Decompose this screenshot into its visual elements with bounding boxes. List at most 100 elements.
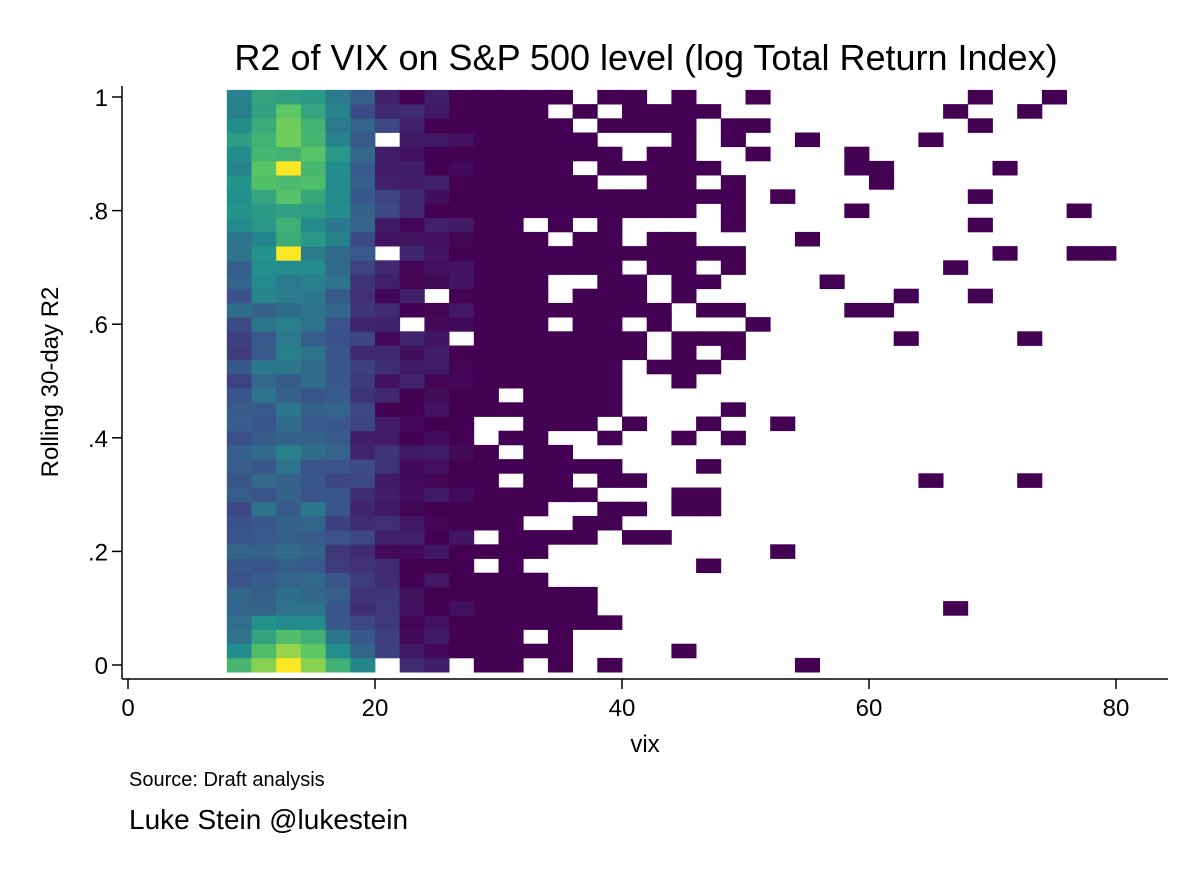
heatmap-cell <box>399 643 425 659</box>
heatmap-cell <box>399 160 425 176</box>
heatmap-cell <box>449 643 475 659</box>
heatmap-cell <box>251 217 277 233</box>
heatmap-cells <box>226 89 1117 673</box>
heatmap-cell <box>449 231 475 247</box>
heatmap-cell <box>350 132 376 148</box>
y-tick-label: 1 <box>95 85 108 112</box>
heatmap-cell <box>498 345 524 361</box>
heatmap-cell <box>473 572 499 588</box>
heatmap-cell <box>424 217 450 233</box>
heatmap-cell <box>325 473 351 488</box>
heatmap-cell <box>424 231 450 247</box>
heatmap-cell <box>597 260 623 275</box>
heatmap-cell <box>251 444 277 460</box>
heatmap-cell <box>325 444 351 460</box>
heatmap-cell <box>350 402 376 417</box>
heatmap-cell <box>498 586 524 602</box>
heatmap-cell <box>226 629 252 645</box>
heatmap-cell <box>720 118 746 133</box>
heatmap-cell <box>226 189 252 204</box>
heatmap-cell <box>350 615 376 630</box>
heatmap-cell <box>300 473 326 488</box>
heatmap-cell <box>251 459 277 474</box>
heatmap-cell <box>399 615 425 630</box>
heatmap-cell <box>498 146 524 162</box>
heatmap-cell <box>325 160 351 176</box>
heatmap-cell <box>547 586 573 602</box>
heatmap-cell <box>597 331 623 346</box>
heatmap-cell <box>646 118 672 133</box>
heatmap-cell <box>399 601 425 616</box>
heatmap-cell <box>498 132 524 148</box>
heatmap-cell <box>226 416 252 432</box>
heatmap-cell <box>671 345 697 361</box>
heatmap-cell <box>671 373 697 389</box>
heatmap-cell <box>547 345 573 361</box>
heatmap-cell <box>646 189 672 204</box>
heatmap-cell <box>597 459 623 474</box>
heatmap-cell <box>473 345 499 361</box>
heatmap-cell <box>473 586 499 602</box>
heatmap-cell <box>300 317 326 332</box>
heatmap-cell <box>325 217 351 233</box>
heatmap-cell <box>399 657 425 673</box>
heatmap-cell <box>424 89 450 105</box>
heatmap-cell <box>300 586 326 602</box>
heatmap-cell <box>473 246 499 261</box>
heatmap-cell <box>473 544 499 559</box>
heatmap-cell <box>424 345 450 361</box>
heatmap-cell <box>597 388 623 403</box>
heatmap-cell <box>424 373 450 389</box>
heatmap-cell <box>646 231 672 247</box>
heatmap-cell <box>622 246 648 261</box>
heatmap-cell <box>720 189 746 204</box>
heatmap-cell <box>671 175 697 190</box>
heatmap-cell <box>251 231 277 247</box>
heatmap-cell <box>893 288 919 304</box>
heatmap-cell <box>424 601 450 616</box>
heatmap-cell <box>424 189 450 204</box>
heatmap-cell <box>350 416 376 432</box>
heatmap-cell <box>449 132 475 148</box>
heatmap-cell <box>226 317 252 332</box>
heatmap-cell <box>523 544 549 559</box>
heatmap-cell <box>325 274 351 290</box>
heatmap-cell <box>350 345 376 361</box>
heatmap-cell <box>300 558 326 574</box>
heatmap-cell <box>251 274 277 290</box>
heatmap-cell <box>523 146 549 162</box>
heatmap-cell <box>547 89 573 105</box>
heatmap-cell <box>547 487 573 503</box>
heatmap-cell <box>399 260 425 275</box>
heatmap-cell <box>399 203 425 219</box>
heatmap-cell <box>375 473 401 488</box>
heatmap-cell <box>498 288 524 304</box>
heatmap-cell <box>449 544 475 559</box>
heatmap-cell <box>424 501 450 517</box>
heatmap-cell <box>572 459 598 474</box>
heatmap-cell <box>646 175 672 190</box>
heatmap-cell <box>523 189 549 204</box>
heatmap-cell <box>375 160 401 176</box>
heatmap-cell <box>572 302 598 318</box>
heatmap-cell <box>300 430 326 446</box>
heatmap-cell <box>251 615 277 630</box>
x-tick-label: 0 <box>121 695 134 722</box>
heatmap-cell <box>572 260 598 275</box>
heatmap-cell <box>300 572 326 588</box>
heatmap-cell <box>226 146 252 162</box>
heatmap-cell <box>967 118 993 133</box>
heatmap-cell <box>300 657 326 673</box>
heatmap-cell <box>399 175 425 190</box>
heatmap-cell <box>473 160 499 176</box>
heatmap-cell <box>992 246 1018 261</box>
heatmap-cell <box>276 629 302 645</box>
heatmap-cell <box>498 629 524 645</box>
heatmap-cell <box>745 317 771 332</box>
heatmap-cell <box>251 430 277 446</box>
heatmap-cell <box>572 331 598 346</box>
heatmap-cell <box>300 288 326 304</box>
heatmap-cell <box>226 89 252 105</box>
heatmap-cell <box>325 203 351 219</box>
heatmap-cell <box>399 501 425 517</box>
